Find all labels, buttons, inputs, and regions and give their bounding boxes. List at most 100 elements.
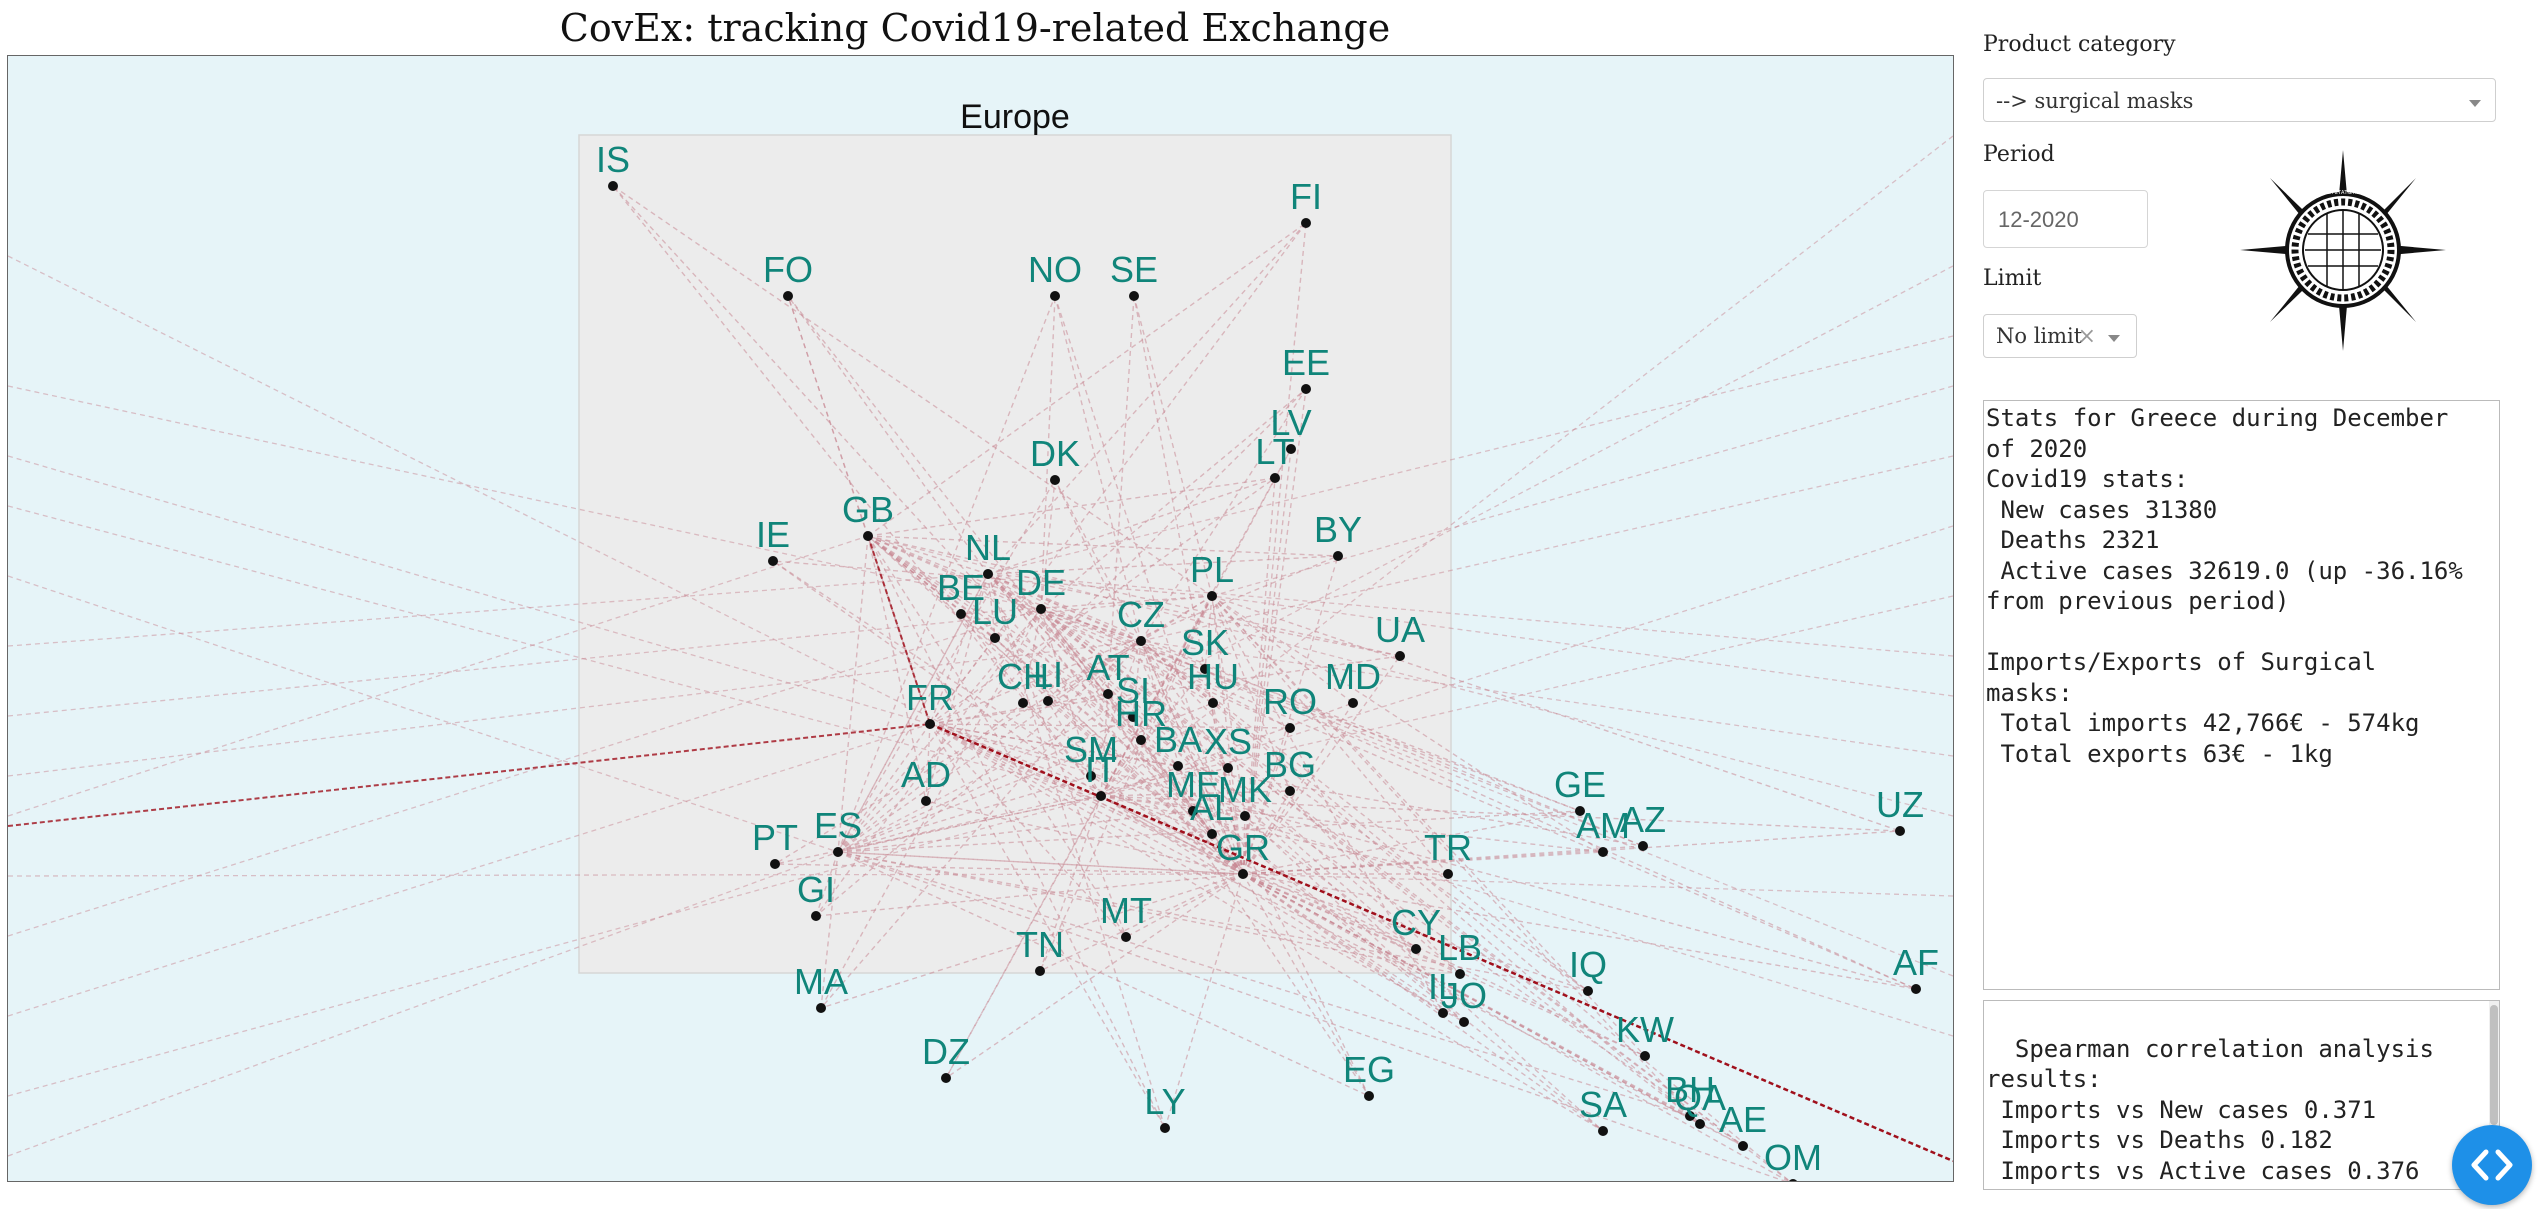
country-node-gi[interactable]: GI: [797, 869, 835, 921]
clear-icon[interactable]: ×: [2077, 324, 2096, 349]
country-point[interactable]: [1136, 735, 1146, 745]
country-node-hr[interactable]: HR: [1115, 693, 1167, 745]
country-node-il[interactable]: IL: [1428, 966, 1458, 1018]
country-node-fr[interactable]: FR: [906, 677, 954, 729]
country-node-gr[interactable]: GR: [1216, 827, 1270, 879]
country-node-xs[interactable]: XS: [1204, 721, 1252, 773]
country-point[interactable]: [1043, 696, 1053, 706]
country-point[interactable]: [941, 1073, 951, 1083]
country-node-lu[interactable]: LU: [972, 591, 1018, 643]
country-stats-textarea[interactable]: Stats for Greece during December of 2020…: [1983, 400, 2500, 990]
country-point[interactable]: [1285, 786, 1295, 796]
country-node-lt[interactable]: LT: [1255, 431, 1295, 483]
country-node-li[interactable]: LI: [1033, 654, 1063, 706]
country-node-ro[interactable]: RO: [1263, 681, 1317, 733]
country-point[interactable]: [1208, 698, 1218, 708]
country-node-dz[interactable]: DZ: [922, 1031, 970, 1083]
country-node-fi[interactable]: FI: [1290, 176, 1322, 228]
product-category-dropdown[interactable]: --> surgical masks: [1983, 78, 2496, 122]
country-node-mt[interactable]: MT: [1100, 890, 1152, 942]
country-point[interactable]: [1285, 723, 1295, 733]
period-input[interactable]: 12-2020: [1983, 190, 2148, 248]
country-point[interactable]: [1395, 651, 1405, 661]
country-node-qa[interactable]: QA: [1674, 1077, 1726, 1129]
country-point[interactable]: [1096, 791, 1106, 801]
country-node-jo[interactable]: JO: [1441, 975, 1487, 1027]
country-point[interactable]: [1455, 969, 1465, 979]
country-node-at[interactable]: AT: [1086, 647, 1130, 699]
country-point[interactable]: [1575, 806, 1585, 816]
country-node-hu[interactable]: HU: [1187, 656, 1239, 708]
country-point[interactable]: [1598, 847, 1608, 857]
toggle-code-button[interactable]: [2452, 1125, 2532, 1205]
country-point[interactable]: [1086, 771, 1096, 781]
country-point[interactable]: [1103, 689, 1113, 699]
country-point[interactable]: [1050, 475, 1060, 485]
country-point[interactable]: [1301, 218, 1311, 228]
country-node-cy[interactable]: CY: [1391, 902, 1441, 954]
country-node-tr[interactable]: TR: [1424, 827, 1472, 879]
country-node-ad[interactable]: AD: [901, 754, 951, 806]
country-node-ly[interactable]: LY: [1144, 1081, 1186, 1133]
country-point[interactable]: [1173, 761, 1183, 771]
country-node-iq[interactable]: IQ: [1569, 944, 1607, 996]
country-node-ua[interactable]: UA: [1375, 609, 1425, 661]
country-node-nl[interactable]: NL: [965, 527, 1011, 579]
country-point[interactable]: [925, 719, 935, 729]
country-node-sa[interactable]: SA: [1579, 1084, 1627, 1136]
country-point[interactable]: [1348, 698, 1358, 708]
country-point[interactable]: [1685, 1111, 1695, 1121]
country-point[interactable]: [1018, 698, 1028, 708]
country-point[interactable]: [1895, 826, 1905, 836]
country-node-es[interactable]: ES: [814, 805, 862, 857]
country-point[interactable]: [816, 1003, 826, 1013]
country-node-uz[interactable]: UZ: [1876, 784, 1924, 836]
scrollbar[interactable]: [2489, 1001, 2499, 1189]
country-point[interactable]: [1128, 712, 1138, 722]
country-node-it[interactable]: IT: [1085, 749, 1117, 801]
country-point[interactable]: [1035, 966, 1045, 976]
trade-network-map[interactable]: Europe IS FO NO SE FI EE LV LT DK IE GB NL BE LU DE PL B…: [7, 55, 1954, 1182]
country-point[interactable]: [1364, 1091, 1374, 1101]
country-point[interactable]: [1911, 984, 1921, 994]
country-node-is[interactable]: IS: [596, 139, 630, 191]
limit-dropdown[interactable]: No limit ×: [1983, 314, 2137, 358]
country-node-si[interactable]: SI: [1116, 670, 1150, 722]
country-point[interactable]: [1160, 1123, 1170, 1133]
country-point[interactable]: [1050, 291, 1060, 301]
country-point[interactable]: [1638, 841, 1648, 851]
country-node-ge[interactable]: GE: [1554, 764, 1606, 816]
country-node-ee[interactable]: EE: [1282, 342, 1330, 394]
country-node-by[interactable]: BY: [1314, 509, 1362, 561]
country-point[interactable]: [1207, 829, 1217, 839]
country-point[interactable]: [1640, 1051, 1650, 1061]
country-point[interactable]: [1200, 664, 1210, 674]
spearman-results-textarea[interactable]: Spearman correlation analysis results: I…: [1983, 1000, 2500, 1190]
country-point[interactable]: [1459, 1017, 1469, 1027]
country-point[interactable]: [1583, 986, 1593, 996]
country-point[interactable]: [1240, 811, 1250, 821]
country-node-ma[interactable]: MA: [794, 961, 848, 1013]
country-node-bg[interactable]: BG: [1264, 744, 1316, 796]
country-point[interactable]: [770, 859, 780, 869]
country-node-lb[interactable]: LB: [1438, 927, 1482, 979]
country-point[interactable]: [990, 633, 1000, 643]
country-node-eg[interactable]: EG: [1343, 1049, 1395, 1101]
country-node-md[interactable]: MD: [1325, 656, 1381, 708]
country-point[interactable]: [1286, 444, 1296, 454]
country-point[interactable]: [1443, 869, 1453, 879]
country-node-mk[interactable]: MK: [1218, 769, 1272, 821]
country-node-se[interactable]: SE: [1110, 249, 1158, 301]
country-node-ch[interactable]: CH: [997, 656, 1049, 708]
country-node-sk[interactable]: SK: [1181, 622, 1229, 674]
country-point[interactable]: [1738, 1141, 1748, 1151]
country-point[interactable]: [1188, 806, 1198, 816]
country-node-ba[interactable]: BA: [1154, 719, 1202, 771]
country-node-pt[interactable]: PT: [752, 817, 798, 869]
country-node-fo[interactable]: FO: [763, 249, 813, 301]
country-node-pl[interactable]: PL: [1190, 549, 1234, 601]
country-node-az[interactable]: AZ: [1620, 799, 1666, 851]
country-node-af[interactable]: AF: [1893, 942, 1939, 994]
country-node-kw[interactable]: KW: [1616, 1009, 1674, 1061]
